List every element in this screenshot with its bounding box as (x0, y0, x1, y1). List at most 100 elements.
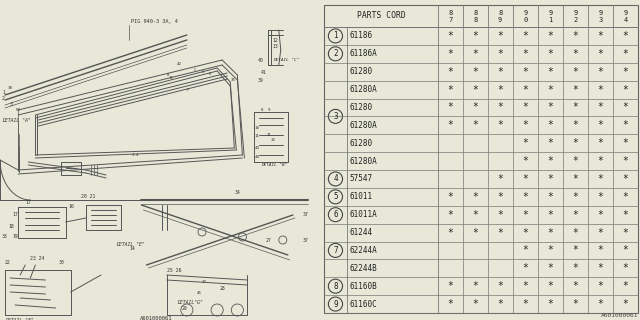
Text: 28: 28 (219, 285, 225, 291)
Text: 8: 8 (166, 73, 169, 77)
Text: 22: 22 (5, 260, 11, 265)
Text: 2: 2 (2, 95, 5, 100)
Text: *: * (472, 228, 478, 237)
Text: DETAIL "B": DETAIL "B" (260, 163, 287, 167)
Text: 29: 29 (182, 306, 188, 310)
Text: *: * (572, 31, 579, 41)
Text: *: * (497, 102, 503, 112)
Text: *: * (547, 31, 553, 41)
Text: 34: 34 (234, 190, 240, 196)
Text: *: * (623, 192, 628, 202)
Text: 5: 5 (333, 192, 338, 201)
Text: *: * (547, 49, 553, 59)
Text: 17: 17 (12, 212, 18, 218)
Text: *: * (522, 31, 528, 41)
Text: *: * (623, 299, 628, 309)
Text: *: * (598, 174, 604, 184)
Text: *: * (522, 174, 528, 184)
Text: *: * (572, 102, 579, 112)
Text: 57547: 57547 (349, 174, 372, 183)
Text: *: * (522, 299, 528, 309)
Text: 61160B: 61160B (349, 282, 378, 291)
Text: *: * (623, 281, 628, 291)
Text: 2: 2 (573, 17, 577, 23)
Text: 3: 3 (333, 112, 338, 121)
Text: 32: 32 (271, 138, 276, 142)
Text: 61011: 61011 (349, 192, 372, 201)
Text: 27: 27 (266, 237, 271, 243)
Text: 8: 8 (473, 10, 477, 16)
Text: *: * (547, 156, 553, 166)
Text: *: * (447, 31, 453, 41)
Text: *: * (572, 67, 579, 77)
Text: *: * (572, 263, 579, 273)
Text: *: * (522, 67, 528, 77)
Text: *: * (623, 67, 628, 77)
Text: *: * (447, 84, 453, 95)
Text: 61244: 61244 (349, 228, 372, 237)
Text: *: * (623, 228, 628, 237)
Text: *: * (572, 192, 579, 202)
Text: *: * (598, 263, 604, 273)
Text: 10: 10 (255, 126, 260, 130)
Text: *: * (623, 156, 628, 166)
Text: 12: 12 (273, 37, 278, 43)
Text: 9: 9 (523, 10, 527, 16)
Text: 20 21: 20 21 (81, 195, 95, 199)
Text: *: * (447, 102, 453, 112)
Text: 14: 14 (129, 245, 135, 251)
Text: PARTS CORD: PARTS CORD (356, 12, 405, 20)
Text: *: * (572, 210, 579, 220)
Text: *: * (547, 192, 553, 202)
Text: 23 24: 23 24 (30, 255, 45, 260)
Text: 61280A: 61280A (349, 85, 378, 94)
Text: *: * (547, 84, 553, 95)
Text: 42: 42 (177, 62, 182, 66)
Text: *: * (497, 67, 503, 77)
Text: *: * (497, 49, 503, 59)
Text: *: * (522, 84, 528, 95)
Text: *: * (598, 102, 604, 112)
Text: *: * (497, 120, 503, 130)
Text: DETAIL "F": DETAIL "F" (5, 317, 34, 320)
Text: PIG 940-3 3A, 4: PIG 940-3 3A, 4 (131, 20, 178, 25)
Text: *: * (472, 192, 478, 202)
Text: *: * (497, 228, 503, 237)
Text: *: * (522, 228, 528, 237)
Text: DETAIL "E": DETAIL "E" (116, 243, 145, 247)
Text: 37: 37 (303, 237, 308, 243)
Text: 61280A: 61280A (349, 121, 378, 130)
Text: *: * (472, 49, 478, 59)
Text: *: * (447, 120, 453, 130)
Text: *: * (572, 245, 579, 255)
Text: *: * (598, 67, 604, 77)
Text: 61186A: 61186A (349, 49, 378, 58)
Text: 2: 2 (333, 49, 338, 58)
Text: *: * (472, 120, 478, 130)
Text: 9: 9 (268, 108, 270, 112)
Text: 1: 1 (333, 31, 338, 40)
Text: DETAIL"G": DETAIL"G" (177, 300, 203, 305)
Text: *: * (497, 84, 503, 95)
Text: 6: 6 (333, 210, 338, 219)
Text: *: * (472, 84, 478, 95)
Text: *: * (472, 31, 478, 41)
Text: *: * (598, 245, 604, 255)
Text: 9: 9 (548, 10, 552, 16)
Text: 5: 5 (202, 70, 205, 74)
Text: 1: 1 (2, 91, 5, 95)
Text: *: * (472, 299, 478, 309)
Text: 45: 45 (197, 291, 202, 295)
Text: *: * (447, 49, 453, 59)
Text: *: * (522, 263, 528, 273)
Text: *: * (547, 281, 553, 291)
Text: *: * (598, 281, 604, 291)
Text: 40: 40 (257, 58, 263, 62)
Text: 3: 3 (10, 102, 13, 108)
Text: 19: 19 (12, 235, 18, 239)
Text: *: * (623, 102, 628, 112)
Text: *: * (447, 228, 453, 237)
Text: A601000061: A601000061 (600, 313, 638, 318)
Text: 9: 9 (623, 10, 628, 16)
Text: 8: 8 (333, 282, 338, 291)
